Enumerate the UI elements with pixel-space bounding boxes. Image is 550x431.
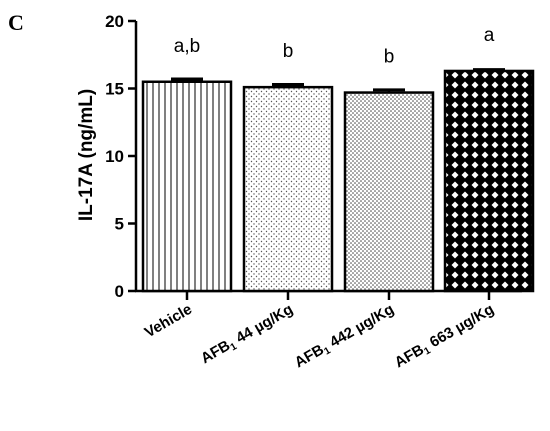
significance-label: a,b [174, 36, 200, 57]
bar [141, 80, 233, 293]
x-category-label: AFB1 663 µg/Kg [392, 301, 498, 373]
x-category-label: AFB1 442 µg/Kg [292, 301, 398, 373]
x-category-label: Vehicle [142, 301, 195, 342]
bar [343, 91, 435, 293]
panel-label: C [8, 10, 24, 35]
bar [443, 69, 535, 293]
bars [141, 68, 535, 293]
significance-label: a [484, 25, 495, 46]
y-axis-title: IL-17A (ng/mL) [76, 89, 97, 221]
y-tick-label: 0 [115, 282, 124, 301]
x-category-label: AFB1 44 µg/Kg [198, 301, 297, 369]
y-tick-label: 20 [105, 12, 124, 31]
y-tick-label: 10 [105, 147, 124, 166]
bar [242, 85, 334, 293]
y-tick-label: 15 [105, 80, 124, 99]
significance-label: b [283, 41, 294, 62]
y-tick-label: 5 [115, 215, 124, 234]
significance-label: b [384, 47, 395, 68]
